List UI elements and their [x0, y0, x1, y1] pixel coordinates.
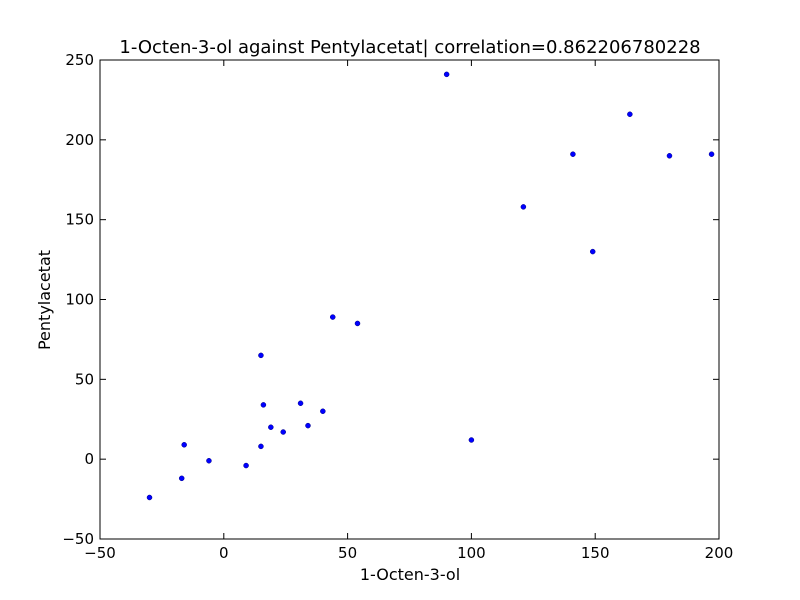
data-point: [146, 494, 153, 501]
data-point: [708, 151, 715, 157]
y-tick-label: 250: [65, 51, 94, 69]
x-tick-label: −50: [84, 544, 116, 562]
y-tick-label: −50: [62, 530, 94, 548]
y-tick-label: 50: [75, 370, 94, 388]
data-point: [443, 71, 450, 78]
data-points: [146, 71, 715, 501]
data-point: [570, 151, 576, 157]
x-axis-label: 1-Octen-3-ol: [360, 565, 460, 584]
x-tick-label: 50: [338, 544, 357, 562]
data-point: [181, 442, 187, 448]
data-point: [206, 458, 212, 464]
data-point: [258, 352, 264, 359]
data-point: [468, 437, 475, 443]
data-point: [627, 111, 633, 118]
data-point: [520, 204, 527, 210]
data-point: [305, 422, 311, 429]
plot-area: −50 0 50 100 150 200 −50 0 50 100 150 200 250: [62, 51, 733, 562]
data-point: [280, 429, 286, 435]
x-tick-label: 150: [581, 544, 610, 562]
y-tick-label: 0: [84, 450, 94, 468]
y-tick-label: 150: [65, 211, 94, 229]
y-tick-label: 100: [65, 291, 94, 309]
data-point: [268, 424, 274, 430]
data-point: [297, 400, 304, 407]
x-tick-label: 100: [457, 544, 486, 562]
data-point: [258, 443, 264, 450]
y-tick-label: 200: [65, 131, 94, 149]
x-tick-label: 200: [705, 544, 734, 562]
data-point: [320, 408, 326, 415]
x-tick-label: 0: [219, 544, 229, 562]
data-point: [178, 475, 185, 482]
data-point: [243, 462, 249, 469]
x-axis: −50 0 50 100 150 200: [84, 60, 733, 562]
data-point: [260, 402, 267, 408]
y-axis: −50 0 50 100 150 200 250: [62, 51, 719, 548]
data-point: [354, 320, 361, 327]
data-point: [666, 153, 673, 159]
data-point: [589, 248, 596, 255]
y-axis-label: Pentylacetat: [35, 250, 54, 350]
data-point: [329, 314, 336, 320]
chart-title: 1-Octen-3-ol against Pentylacetat| corre…: [119, 37, 700, 58]
